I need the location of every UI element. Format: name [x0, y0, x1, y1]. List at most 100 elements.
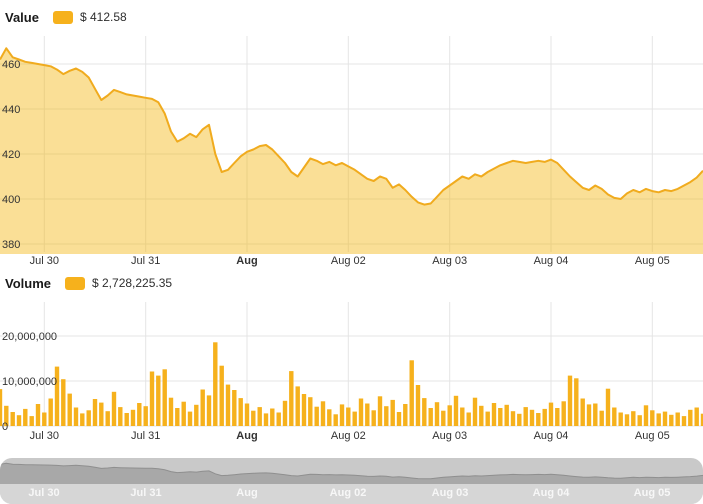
- value-y-axis-label: 440: [2, 104, 20, 116]
- volume-bar: [276, 412, 281, 426]
- volume-x-axis-label: Jul 30: [30, 430, 59, 442]
- volume-bar: [16, 415, 22, 426]
- volume-bar: [529, 409, 535, 426]
- volume-bar: [586, 404, 592, 426]
- volume-bar: [80, 413, 85, 426]
- volume-bar: [631, 411, 636, 426]
- volume-x-axis-label: Aug 05: [635, 430, 670, 442]
- volume-bar: [238, 398, 243, 426]
- value-area-chart[interactable]: 380 400 420 440 460 Jul 30 Jul 31 Aug Aug 02 Aug …: [0, 30, 703, 270]
- volume-bar: [99, 402, 104, 426]
- value-x-axis-label: Aug 04: [534, 255, 569, 267]
- volume-bar: [523, 407, 528, 426]
- volume-bar: [111, 391, 117, 426]
- value-y-axis-label: 460: [2, 59, 20, 71]
- volume-bar: [61, 379, 66, 426]
- volume-bar: [669, 414, 674, 427]
- volume-bar: [612, 407, 617, 426]
- navigator-date-label: Aug 05: [633, 487, 671, 499]
- volume-bar: [485, 411, 490, 426]
- volume-bar: [162, 369, 167, 426]
- volume-bar: [662, 411, 668, 426]
- volume-bar: [156, 375, 161, 426]
- volume-bar: [650, 410, 655, 427]
- volume-bar: [688, 409, 693, 426]
- navigator-date-label: Aug 02: [329, 487, 367, 499]
- volume-bar: [542, 408, 547, 426]
- volume-bar: [194, 404, 199, 426]
- volume-y-axis-label: 10,000,000: [2, 376, 57, 388]
- volume-bar: [567, 375, 573, 426]
- volume-bar: [352, 411, 357, 426]
- value-x-axis-label: Jul 31: [131, 255, 160, 267]
- volume-bar: [498, 408, 503, 426]
- volume-bar: [434, 402, 440, 426]
- volume-bar: [333, 414, 338, 426]
- value-y-axis-label: 400: [2, 194, 20, 206]
- volume-bar: [656, 413, 661, 426]
- volume-bar: [694, 407, 699, 426]
- volume-bar: [4, 405, 9, 427]
- volume-bar: [517, 413, 522, 426]
- navigator-mini-chart[interactable]: [0, 458, 703, 484]
- volume-bar: [561, 401, 566, 427]
- value-legend-item[interactable]: $ 412.58: [52, 10, 127, 24]
- volume-x-axis-label: Aug 03: [432, 430, 467, 442]
- volume-legend-item[interactable]: $ 2,728,225.35: [65, 276, 172, 290]
- volume-bar: [409, 360, 414, 426]
- volume-bar: [371, 410, 376, 427]
- volume-bar: [460, 407, 465, 426]
- volume-x-axis-label: Jul 31: [131, 430, 160, 442]
- value-x-axis-label: Aug 03: [432, 255, 467, 267]
- volume-bar: [320, 401, 326, 427]
- volume-bar: [48, 398, 53, 426]
- volume-bar: [92, 399, 98, 426]
- volume-bar: [491, 403, 497, 426]
- volume-bar: [605, 388, 611, 426]
- volume-x-axis-label: Aug: [236, 430, 257, 442]
- navigator-date-label: Jul 30: [28, 487, 60, 499]
- volume-bar: [384, 406, 389, 426]
- volume-bar: [35, 404, 41, 426]
- volume-bar: [327, 409, 332, 426]
- volume-x-axis-label: Aug 04: [534, 430, 569, 442]
- volume-bar: [219, 365, 224, 426]
- value-x-axis-label: Aug 02: [331, 255, 366, 267]
- volume-bar: [314, 406, 319, 426]
- volume-bar: [403, 404, 408, 426]
- volume-bar: [105, 411, 110, 426]
- volume-bar: [618, 412, 623, 426]
- volume-bar: [124, 413, 129, 426]
- volume-bar: [504, 404, 509, 426]
- volume-bar: [422, 398, 427, 426]
- volume-bar: [479, 405, 484, 427]
- volume-legend-row: Volume $ 2,728,225.35: [0, 270, 703, 296]
- volume-bar: [548, 402, 554, 426]
- volume-bar-chart[interactable]: 0 10,000,000 20,000,000 Jul 30 Jul 31 Aug Aug …: [0, 296, 703, 446]
- volume-y-axis-label: 0: [2, 421, 8, 433]
- range-navigator[interactable]: Jul 30 Jul 31 Aug Aug 02 Aug 03 Aug 04 Aug 05: [0, 458, 703, 504]
- volume-bar: [700, 413, 703, 426]
- value-area-fill: [0, 48, 703, 254]
- volume-bar: [675, 412, 680, 426]
- volume-bar: [213, 342, 218, 426]
- volume-bar: [0, 389, 3, 426]
- volume-legend-swatch-icon: [65, 276, 85, 290]
- navigator-date-label: Aug 03: [431, 487, 469, 499]
- volume-bar: [510, 411, 516, 426]
- volume-bar: [358, 398, 364, 426]
- value-section-title: Value: [5, 9, 39, 25]
- volume-bar: [175, 408, 180, 426]
- volume-bar: [308, 397, 313, 426]
- volume-bar: [555, 408, 560, 426]
- volume-bar: [10, 412, 15, 426]
- value-x-axis-label: Jul 30: [30, 255, 59, 267]
- value-legend-swatch-icon: [52, 10, 73, 24]
- navigator-label-band: [0, 484, 703, 504]
- value-line-series: [0, 47, 703, 206]
- volume-bar: [593, 403, 598, 426]
- volume-bar: [415, 385, 421, 426]
- volume-bar: [472, 397, 478, 426]
- value-legend-row: Value $ 412.58: [0, 4, 703, 30]
